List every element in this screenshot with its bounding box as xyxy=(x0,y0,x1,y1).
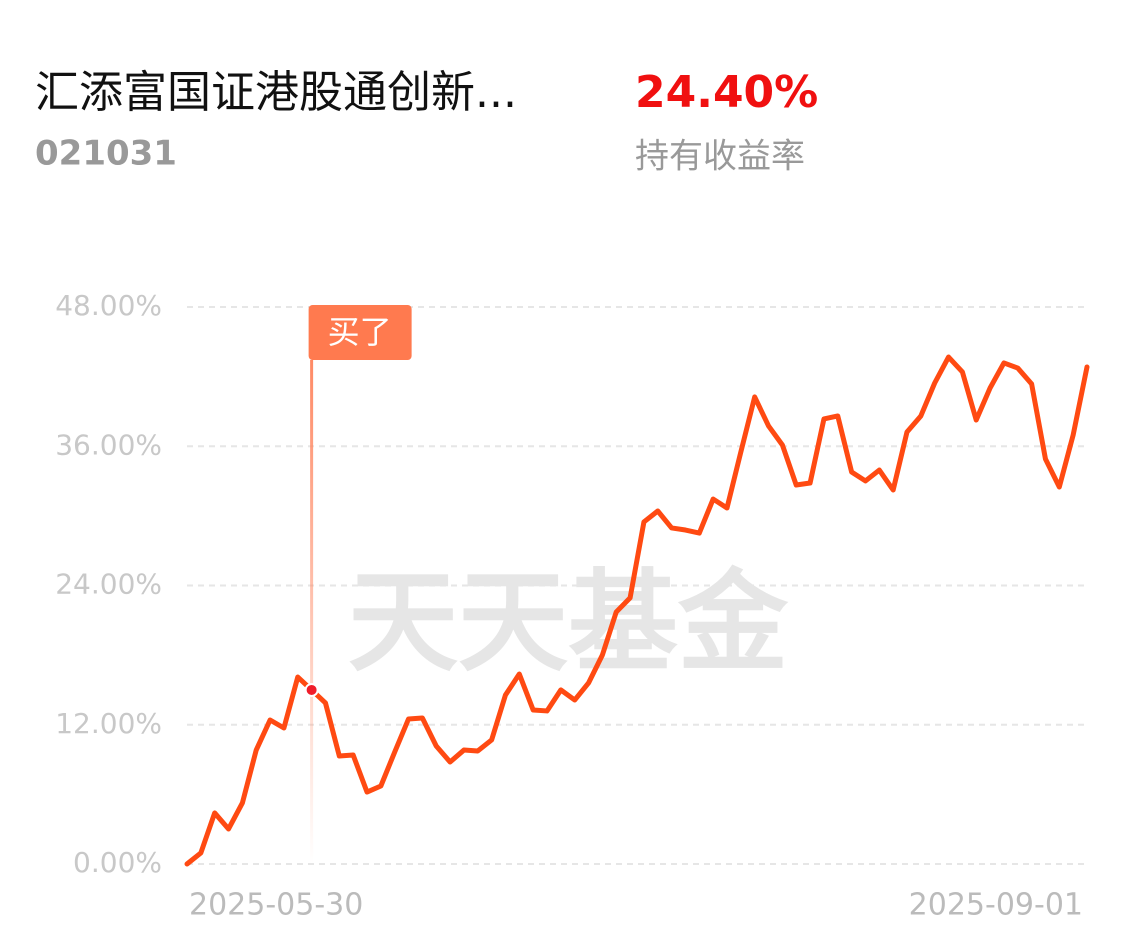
y-tick-label: 48.00% xyxy=(55,289,162,322)
return-value: 24.40% xyxy=(635,67,818,118)
watermark: 天天基金 xyxy=(348,558,789,686)
x-tick-label: 2025-09-01 xyxy=(909,888,1083,923)
fund-title: 汇添富国证港股通创新... xyxy=(35,67,517,118)
buy-flag-label: 买了 xyxy=(328,313,392,351)
y-tick-label: 12.00% xyxy=(55,707,162,740)
y-tick-label: 0.00% xyxy=(73,846,162,879)
x-tick-label: 2025-05-30 xyxy=(189,888,363,923)
y-tick-label: 24.00% xyxy=(55,568,162,601)
y-tick-label: 36.00% xyxy=(55,428,162,461)
buy-flag xyxy=(308,305,412,360)
return-label: 持有收益率 xyxy=(635,137,805,177)
fund-code: 021031 xyxy=(35,134,177,174)
buy-point xyxy=(304,682,319,697)
return-line xyxy=(184,354,1090,867)
buy-line xyxy=(310,360,314,864)
